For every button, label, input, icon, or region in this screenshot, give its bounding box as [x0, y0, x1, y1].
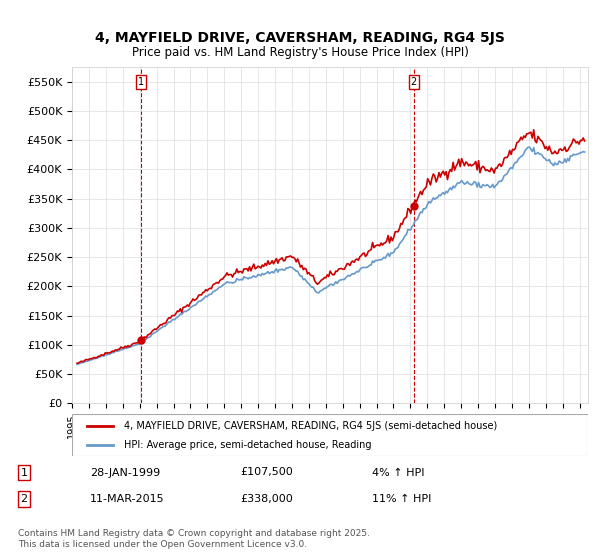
Text: 28-JAN-1999: 28-JAN-1999 [90, 468, 160, 478]
Text: £107,500: £107,500 [240, 468, 293, 478]
Text: Price paid vs. HM Land Registry's House Price Index (HPI): Price paid vs. HM Land Registry's House … [131, 46, 469, 59]
Text: 11% ↑ HPI: 11% ↑ HPI [372, 494, 431, 504]
Text: HPI: Average price, semi-detached house, Reading: HPI: Average price, semi-detached house,… [124, 440, 371, 450]
Text: 2: 2 [410, 77, 417, 87]
Text: 4% ↑ HPI: 4% ↑ HPI [372, 468, 425, 478]
Text: 1: 1 [20, 468, 28, 478]
Text: 4, MAYFIELD DRIVE, CAVERSHAM, READING, RG4 5JS: 4, MAYFIELD DRIVE, CAVERSHAM, READING, R… [95, 31, 505, 45]
FancyBboxPatch shape [72, 414, 588, 456]
Text: 4, MAYFIELD DRIVE, CAVERSHAM, READING, RG4 5JS (semi-detached house): 4, MAYFIELD DRIVE, CAVERSHAM, READING, R… [124, 421, 497, 431]
Text: Contains HM Land Registry data © Crown copyright and database right 2025.
This d: Contains HM Land Registry data © Crown c… [18, 529, 370, 549]
Text: 1: 1 [138, 77, 144, 87]
Text: £338,000: £338,000 [240, 494, 293, 504]
Text: 11-MAR-2015: 11-MAR-2015 [90, 494, 164, 504]
Text: 2: 2 [20, 494, 28, 504]
